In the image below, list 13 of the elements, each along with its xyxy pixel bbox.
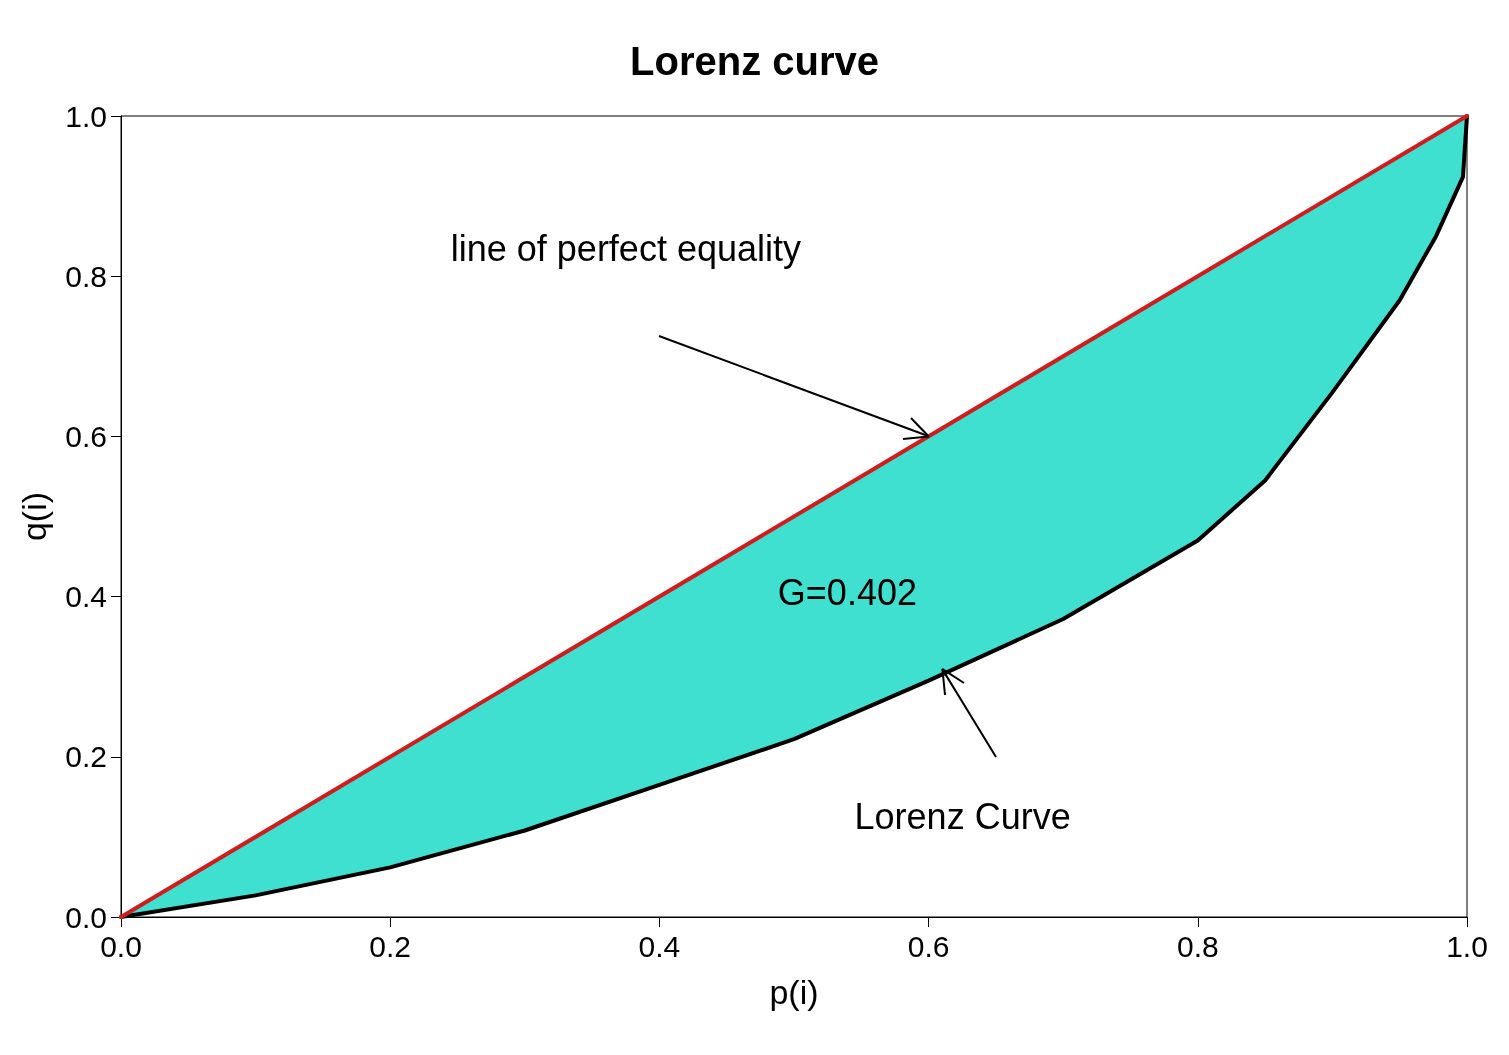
y-axis-title: q(i) xyxy=(15,491,53,542)
x-tick-label: 1.0 xyxy=(1446,929,1488,963)
y-tick-label: 0.4 xyxy=(65,580,107,614)
y-tick-label: 0.2 xyxy=(65,740,107,774)
x-axis-title: p(i) xyxy=(769,973,819,1011)
x-tick-label: 0.4 xyxy=(638,929,681,963)
x-tick-label: 0.8 xyxy=(1176,929,1219,963)
y-tick-label: 0.8 xyxy=(65,259,107,293)
x-tick-label: 0.6 xyxy=(907,929,950,963)
y-tick-label: 0.6 xyxy=(65,419,107,453)
chart-title: Lorenz curve xyxy=(630,39,879,83)
y-tick-label: 1.0 xyxy=(65,99,107,133)
x-tick-label: 0.2 xyxy=(369,929,412,963)
